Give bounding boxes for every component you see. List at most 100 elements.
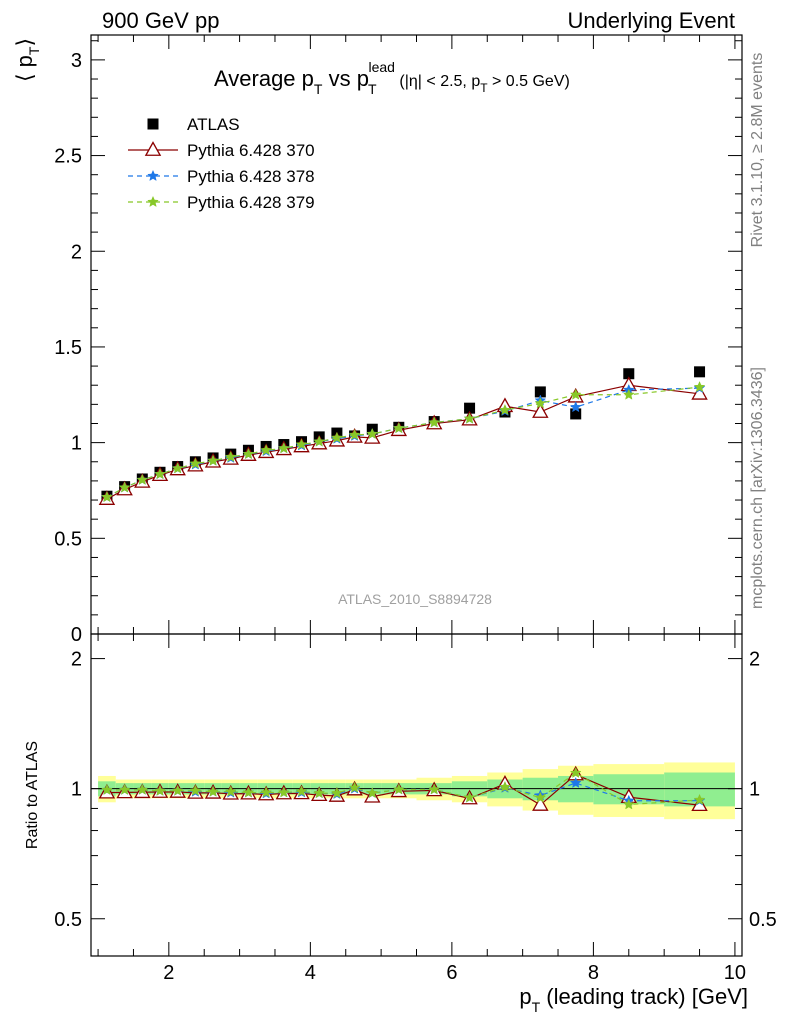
y-label-main: ⟨ p xyxy=(12,55,37,82)
ratio-point-pythia-6-428-379 xyxy=(534,791,547,803)
ratio-point-pythia-6-428-379 xyxy=(189,784,202,796)
y-tick-label: 1 xyxy=(71,433,82,455)
ratio-point-pythia-6-428-379 xyxy=(366,786,379,799)
ratio-tick-label-right: 1 xyxy=(749,779,760,801)
ratio-tick-label-left: 0.5 xyxy=(54,909,82,931)
y-label-sub: T xyxy=(26,46,42,55)
ratio-point-pythia-6-428-379 xyxy=(154,784,166,796)
data-point-pythia-6-428-379 xyxy=(428,416,441,428)
ratio-point-pythia-6-428-379 xyxy=(242,786,255,798)
y-tick-label: 2.5 xyxy=(54,146,82,168)
ratio-y-axis-label: Ratio to ATLAS xyxy=(24,741,41,849)
main-panel-data xyxy=(98,366,708,505)
ratio-tick-label-right: 2 xyxy=(749,649,760,671)
ratio-point-pythia-6-428-379 xyxy=(313,787,326,799)
legend-label-pythia-6-428-378: Pythia 6.428 378 xyxy=(187,167,315,186)
ratio-point-pythia-6-428-379 xyxy=(118,783,131,795)
data-point-pythia-6-428-379 xyxy=(260,444,272,456)
ratio-point-pythia-6-428-379 xyxy=(224,785,237,797)
y-label-close: ⟩ xyxy=(12,38,37,47)
legend: ATLAS Pythia 6.428 370 Pythia 6.428 378 Pyt… xyxy=(128,115,315,212)
data-point-atlas xyxy=(570,408,582,420)
data-point-pythia-6-428-379 xyxy=(569,388,582,400)
legend-marker-atlas xyxy=(147,118,159,130)
tick-marks xyxy=(91,35,742,956)
data-point-atlas xyxy=(694,366,706,378)
tick-labels: 2 4 6 8 10 0 0.5 1 1.5 2 2.5 3 0.5 0.5 1 1 2 2 xyxy=(54,50,777,984)
data-point-pythia-6-428-379 xyxy=(207,454,219,466)
legend-marker-pythia-6-428-370 xyxy=(144,141,162,156)
mcplots-label: mcplots.cern.ch [arXiv:1306.3436] xyxy=(749,367,766,609)
series-line-pythia-6-428-378 xyxy=(106,387,700,498)
y-axis-label: ⟨ pT⟩ xyxy=(12,38,42,82)
ratio-point-pythia-6-428-379 xyxy=(693,793,706,805)
data-point-pythia-6-428-379 xyxy=(242,447,255,460)
data-point-pythia-6-428-379 xyxy=(136,473,149,485)
ratio-panel-frame xyxy=(90,633,743,957)
x-tick-label: 6 xyxy=(446,962,457,984)
ratio-point-pythia-6-428-378 xyxy=(569,776,582,789)
data-point-atlas xyxy=(464,402,476,414)
data-point-atlas xyxy=(534,386,546,398)
title-main: Average p xyxy=(214,66,314,91)
y-tick-label: 0 xyxy=(71,624,82,646)
data-point-pythia-6-428-370 xyxy=(691,384,708,400)
x-label-main: p xyxy=(519,984,531,1009)
ratio-point-pythia-6-428-370 xyxy=(532,796,549,811)
series-line-pythia-6-428-370 xyxy=(106,384,700,500)
ratio-point-pythia-6-428-370 xyxy=(691,796,708,812)
data-point-pythia-6-428-379 xyxy=(499,403,511,416)
data-point-pythia-6-428-379 xyxy=(348,428,361,440)
ratio-point-pythia-6-428-379 xyxy=(622,798,635,810)
title-sub-t3: T xyxy=(480,81,488,95)
x-tick-label: 2 xyxy=(163,962,174,984)
data-point-pythia-6-428-379 xyxy=(392,422,405,434)
ratio-point-pythia-6-428-379 xyxy=(331,787,343,799)
legend-label-atlas: ATLAS xyxy=(187,115,240,134)
plot-title: Average pT vs pTlead (|η| < 2.5, pT > 0.… xyxy=(214,59,570,97)
title-cut-b: > 0.5 GeV) xyxy=(488,73,570,90)
x-axis-label: pT (leading track) [GeV] xyxy=(519,984,748,1015)
data-point-pythia-6-428-379 xyxy=(101,491,113,503)
ratio-point-pythia-6-428-379 xyxy=(569,766,582,778)
title-sup-lead: lead xyxy=(369,59,395,75)
x-tick-label: 8 xyxy=(588,962,599,984)
header-left: 900 GeV pp xyxy=(102,8,219,33)
data-point-pythia-6-428-370 xyxy=(532,403,549,418)
x-label-sub: T xyxy=(532,999,541,1015)
data-point-atlas xyxy=(623,368,635,380)
ratio-point-pythia-6-428-379 xyxy=(348,781,361,793)
data-point-pythia-6-428-378 xyxy=(569,401,582,413)
ratio-tick-label-left: 1 xyxy=(71,779,82,801)
data-point-pythia-6-428-379 xyxy=(313,435,326,447)
title-cut-a: (|η| < 2.5, p xyxy=(395,73,480,90)
ratio-panel-data xyxy=(98,765,708,812)
data-point-pythia-6-428-379 xyxy=(693,380,706,393)
ratio-point-pythia-6-428-379 xyxy=(277,786,290,798)
x-label-rest: (leading track) [GeV] xyxy=(540,984,748,1009)
ratio-point-pythia-6-428-379 xyxy=(101,783,113,795)
legend-label-pythia-6-428-379: Pythia 6.428 379 xyxy=(187,193,315,212)
title-sub-t2: T xyxy=(368,81,377,97)
series-line-pythia-6-428-379 xyxy=(106,386,700,498)
rivet-label: Rivet 3.1.10, ≥ 2.8M events xyxy=(749,53,766,248)
ratio-point-pythia-6-428-379 xyxy=(295,785,308,797)
ratio-point-pythia-6-428-379 xyxy=(136,783,149,795)
y-tick-label: 3 xyxy=(71,50,82,72)
ratio-tick-label-right: 0.5 xyxy=(749,909,777,931)
title-vs: vs p xyxy=(322,66,368,91)
y-tick-label: 1.5 xyxy=(54,337,82,359)
legend-label-pythia-6-428-370: Pythia 6.428 370 xyxy=(187,141,315,160)
data-point-pythia-6-428-379 xyxy=(277,442,290,454)
data-point-pythia-6-428-379 xyxy=(366,427,379,439)
ratio-point-pythia-6-428-379 xyxy=(392,783,405,795)
ratio-point-pythia-6-428-379 xyxy=(463,791,476,803)
x-tick-label: 4 xyxy=(305,962,316,984)
data-point-pythia-6-428-379 xyxy=(463,412,476,424)
y-tick-label: 2 xyxy=(71,241,82,263)
ratio-point-pythia-6-428-379 xyxy=(171,784,184,796)
x-tick-label: 10 xyxy=(724,962,746,984)
legend-marker-pythia-6-428-378 xyxy=(147,169,159,181)
legend-marker-pythia-6-428-379 xyxy=(147,195,159,207)
